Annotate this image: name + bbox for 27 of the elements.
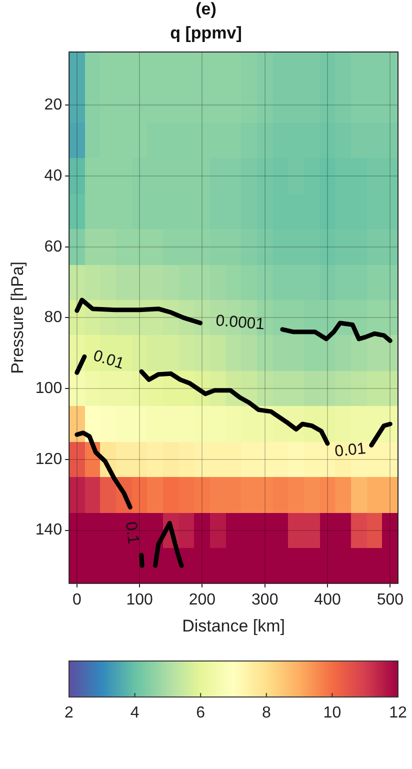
x-axis-title: Distance [km] xyxy=(182,616,286,636)
annotation: 0.0001 xyxy=(215,312,266,334)
color-bar-label: 2 xyxy=(64,704,74,722)
color-bar-label: 6 xyxy=(196,704,206,722)
annotation: 0.1 xyxy=(122,520,142,546)
x-tick-label: 0 xyxy=(72,591,82,608)
x-tick-label: 400 xyxy=(314,591,341,608)
y-axis-title: Pressure [hPa] xyxy=(8,261,27,374)
x-tick-label: 500 xyxy=(376,591,404,608)
annotation: 0.01 xyxy=(334,440,367,460)
color-bar-label: 8 xyxy=(262,704,271,722)
color-bar-label: 4 xyxy=(130,704,140,722)
color-bar-label: 12 xyxy=(389,704,407,722)
y-tick-label: 80 xyxy=(44,309,62,326)
y-tick-label: 100 xyxy=(35,380,62,397)
color-bar-label: 10 xyxy=(323,704,342,722)
x-tick-label: 200 xyxy=(188,591,216,608)
y-tick-label: 140 xyxy=(35,522,62,539)
y-tick-label: 20 xyxy=(44,96,62,114)
y-tick-label: 120 xyxy=(35,450,62,468)
y-tick-label: 60 xyxy=(44,238,62,256)
x-tick-label: 300 xyxy=(252,591,278,608)
x-tick-label: 100 xyxy=(126,591,154,608)
chart-subtitle: q [ppmv] xyxy=(170,24,242,43)
y-tick-label: 40 xyxy=(44,167,62,184)
chart-title: (e) xyxy=(196,0,216,19)
annotation: 0.01 xyxy=(91,347,126,373)
